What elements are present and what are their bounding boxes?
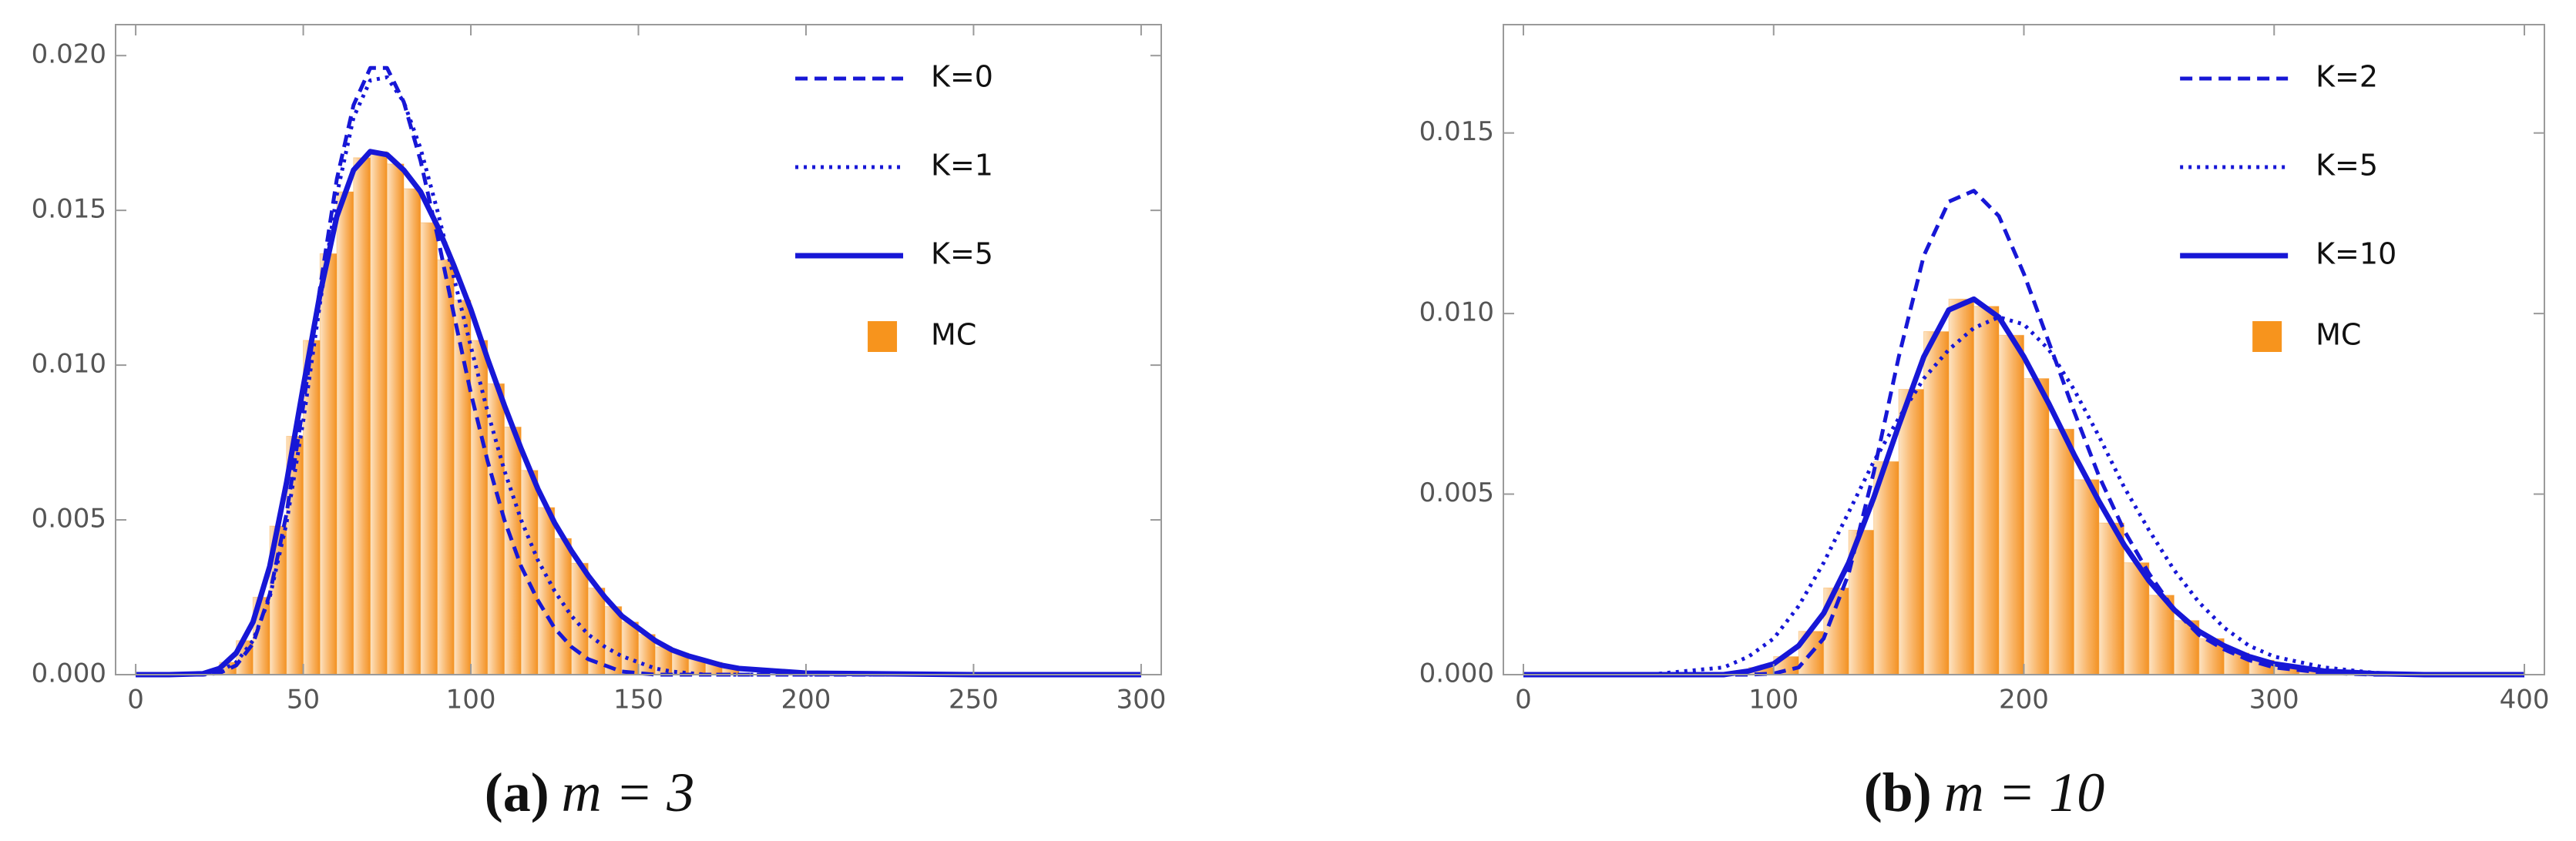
legend-label: MC [931,318,976,352]
legend-label: K=2 [2316,60,2378,94]
histogram-bar [470,340,489,675]
legend: K=0 K=1 K=5 MC [795,60,993,352]
x-tick-label: 50 [287,685,320,715]
y-tick-label: 0.000 [1419,658,1494,689]
histogram-bar [504,426,522,675]
x-tick-label: 400 [2500,685,2550,715]
y-tick-label: 0.010 [1419,297,1494,328]
x-tick-label: 100 [1748,685,1798,715]
histogram-bar [487,383,505,675]
histogram-bar [319,253,338,675]
histogram-bar [1998,334,2024,675]
legend-swatch [868,321,898,352]
x-tick-label: 250 [949,685,999,715]
histogram-bar [2073,479,2100,675]
histogram-bar [370,151,388,675]
legend-label: K=1 [931,149,993,183]
histogram-bar [2098,522,2124,675]
caption: (a) m = 3 [485,762,695,823]
series-line [1523,296,2525,678]
legend: K=2 K=5 K=10 MC [2180,60,2396,352]
series-line [136,149,1141,678]
y-tick-label: 0.005 [32,504,106,534]
caption: (b) m = 10 [1864,762,2105,823]
x-tick-label: 0 [1515,685,1532,715]
histogram-bar [621,622,640,675]
legend-label: K=5 [931,237,993,271]
histogram-bar [403,188,421,675]
histogram-bar [336,191,354,675]
histogram-bar [554,538,573,675]
histogram-bar [1923,331,1950,675]
x-tick-label: 150 [613,685,663,715]
x-tick-label: 200 [781,685,831,715]
x-tick-label: 300 [2249,685,2299,715]
histogram-bar [437,259,455,675]
histogram-bar [386,163,405,675]
caption-label: (a) [485,762,549,823]
x-tick-label: 0 [127,685,144,715]
y-tick-label: 0.005 [1419,477,1494,508]
histogram-bar [1948,298,1975,675]
caption-label: (b) [1864,762,1932,823]
caption-text: m = 3 [562,762,695,823]
caption-text: m = 10 [1944,762,2105,823]
histogram-bar [453,300,472,675]
legend-label: MC [2316,318,2361,352]
x-tick-label: 300 [1116,685,1166,715]
histogram-bar [2024,378,2050,675]
histogram-bar [1898,389,1925,675]
legend-label: K=10 [2316,237,2396,271]
y-tick-label: 0.015 [32,194,106,225]
legend-label: K=5 [2316,149,2378,183]
histogram-bar [1873,461,1899,675]
histogram-bar [353,157,371,675]
chart-panel: 0 100 200 300 4000.0000.0050.0100.015K=2K=5K… [1419,24,2550,823]
y-tick-label: 0.020 [32,39,106,70]
y-tick-label: 0.010 [32,349,106,380]
histogram-bar [537,507,556,675]
legend-swatch [2252,321,2282,352]
series-line [1523,189,2525,677]
x-tick-label: 200 [1999,685,2049,715]
histogram-bar [1973,306,2000,675]
y-tick-label: 0.000 [32,658,106,689]
histogram-bar [420,222,438,675]
legend-label: K=0 [931,60,993,94]
x-tick-label: 100 [446,685,496,715]
y-tick-label: 0.015 [1419,116,1494,147]
histogram-bar [2048,428,2074,675]
chart-panel: 0 50 100 150 200 250 300 0.000 0.005 0.010 0.015 0.… [32,24,1166,823]
